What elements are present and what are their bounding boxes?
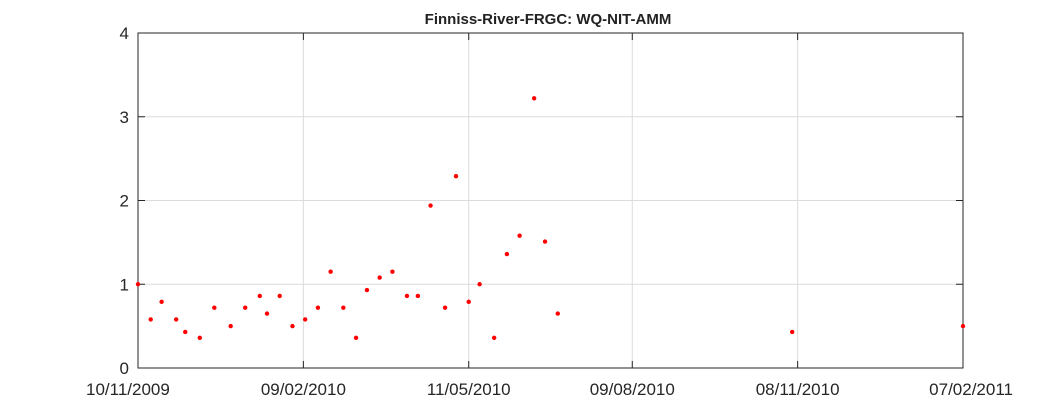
data-point: [264, 311, 270, 316]
chart-title: Finniss-River-FRGC: WQ-NIT-AMM: [425, 11, 672, 28]
x-tick-label: 11/05/2010: [427, 380, 511, 399]
data-point: [315, 305, 321, 310]
x-tick-label: 07/02/2011: [929, 380, 1013, 399]
data-point: [542, 239, 548, 244]
data-point: [353, 335, 359, 341]
data-point: [442, 305, 448, 310]
data-point: [302, 317, 308, 322]
data-point: [183, 329, 188, 335]
data-point: [517, 233, 522, 238]
data-point: [504, 251, 510, 257]
data-point: [173, 317, 179, 322]
data-point: [555, 311, 560, 316]
tick-labels: 10/11/2009 09/02/2010 11/05/2010 09/08/2010…: [86, 24, 1013, 399]
data-point: [148, 317, 153, 322]
x-tick-label: 08/11/2010: [756, 380, 840, 399]
x-tick-label: 10/11/2009: [86, 380, 170, 399]
data-point: [159, 299, 164, 305]
x-tick-label: 09/08/2010: [590, 380, 675, 399]
data-point: [390, 269, 395, 274]
data-point: [789, 329, 795, 335]
x-tick-label: 09/02/2010: [261, 380, 346, 399]
data-point: [243, 305, 248, 310]
data-point: [491, 335, 497, 341]
data-point: [257, 293, 262, 299]
data-point: [228, 323, 233, 329]
y-tick-label: 0: [120, 359, 129, 378]
y-tick-label: 3: [120, 108, 129, 127]
data-point: [341, 305, 346, 310]
data-point: [377, 275, 382, 280]
data-point: [364, 287, 370, 293]
data-point: [404, 293, 410, 299]
data-point: [453, 174, 459, 179]
axis-ticks: [137, 32, 964, 369]
data-point: [197, 335, 202, 341]
y-tick-label: 4: [120, 24, 129, 43]
y-tick-label: 2: [120, 192, 129, 211]
data-point: [477, 282, 482, 287]
data-point: [960, 323, 966, 329]
data-point: [212, 305, 217, 310]
data-point: [135, 282, 141, 287]
data-point: [277, 293, 282, 299]
data-point: [531, 96, 537, 101]
data-points: [135, 96, 966, 341]
y-tick-label: 1: [120, 275, 129, 294]
data-point: [328, 269, 333, 274]
data-point: [428, 203, 433, 208]
data-point: [415, 293, 421, 299]
data-point: [290, 323, 295, 329]
data-point: [466, 299, 471, 305]
grid-lines: [137, 32, 964, 369]
